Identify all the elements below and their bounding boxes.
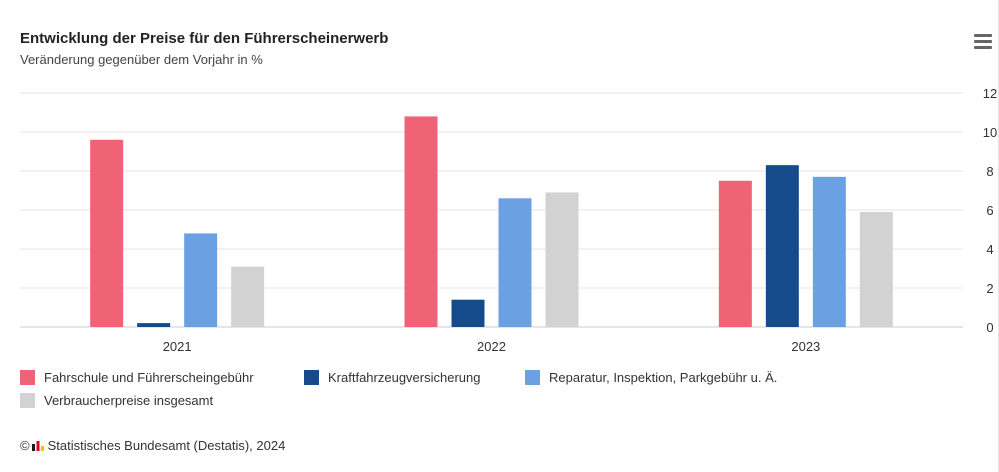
legend-swatch bbox=[20, 393, 35, 408]
bar-2022-series-1[interactable] bbox=[451, 299, 485, 327]
legend-label: Reparatur, Inspektion, Parkgebühr u. Ä. bbox=[549, 370, 778, 385]
x-tick-label: 2021 bbox=[163, 339, 192, 354]
bar-2023-series-0[interactable] bbox=[718, 180, 752, 327]
bar-chart: 0 2 4 6 8 10 12 2021 2022 2023 bbox=[20, 86, 997, 354]
legend-item[interactable]: Reparatur, Inspektion, Parkgebühr u. Ä. bbox=[525, 370, 777, 385]
credit-text: Statistisches Bundesamt (Destatis), 2024 bbox=[47, 438, 286, 453]
legend-swatch bbox=[304, 370, 319, 385]
legend-label: Kraftfahrzeugversicherung bbox=[328, 370, 481, 385]
y-tick-label: 6 bbox=[986, 203, 993, 218]
destatis-logo-icon bbox=[31, 440, 44, 451]
bar-2021-series-2[interactable] bbox=[184, 233, 218, 327]
credit-line: © Statistisches Bundesamt (Destatis), 20… bbox=[20, 438, 285, 453]
hamburger-menu-icon[interactable] bbox=[974, 34, 992, 50]
copyright-symbol: © bbox=[20, 438, 30, 453]
legend-label: Fahrschule und Führerscheingebühr bbox=[44, 370, 254, 385]
bar-2021-series-0[interactable] bbox=[90, 139, 124, 327]
legend-item[interactable]: Verbraucherpreise insgesamt bbox=[20, 393, 213, 408]
y-tick-label: 4 bbox=[986, 242, 993, 257]
legend-label: Verbraucherpreise insgesamt bbox=[44, 393, 214, 408]
y-tick-label: 10 bbox=[983, 125, 997, 140]
bar-2023-series-3[interactable] bbox=[859, 211, 893, 327]
x-tick-label: 2023 bbox=[791, 339, 820, 354]
chart-subtitle: Veränderung gegenüber dem Vorjahr in % bbox=[20, 52, 263, 67]
y-tick-label: 2 bbox=[986, 281, 993, 296]
bar-2023-series-1[interactable] bbox=[765, 165, 799, 327]
bar-2022-series-3[interactable] bbox=[545, 192, 579, 327]
bar-2022-series-2[interactable] bbox=[498, 198, 532, 327]
legend-item[interactable]: Fahrschule und Führerscheingebühr bbox=[20, 370, 254, 385]
bar-2022-series-0[interactable] bbox=[404, 116, 438, 328]
bar-2021-series-1[interactable] bbox=[137, 323, 171, 327]
bar-2021-series-3[interactable] bbox=[231, 266, 265, 327]
y-tick-label: 0 bbox=[986, 320, 993, 335]
legend-item[interactable]: Kraftfahrzeugversicherung bbox=[304, 370, 480, 385]
legend-swatch bbox=[525, 370, 540, 385]
x-tick-label: 2022 bbox=[477, 339, 506, 354]
y-tick-label: 12 bbox=[983, 86, 997, 101]
legend-swatch bbox=[20, 370, 35, 385]
chart-title: Entwicklung der Preise für den Führersch… bbox=[20, 30, 389, 47]
y-tick-label: 8 bbox=[986, 164, 993, 179]
bar-2023-series-2[interactable] bbox=[812, 176, 846, 327]
